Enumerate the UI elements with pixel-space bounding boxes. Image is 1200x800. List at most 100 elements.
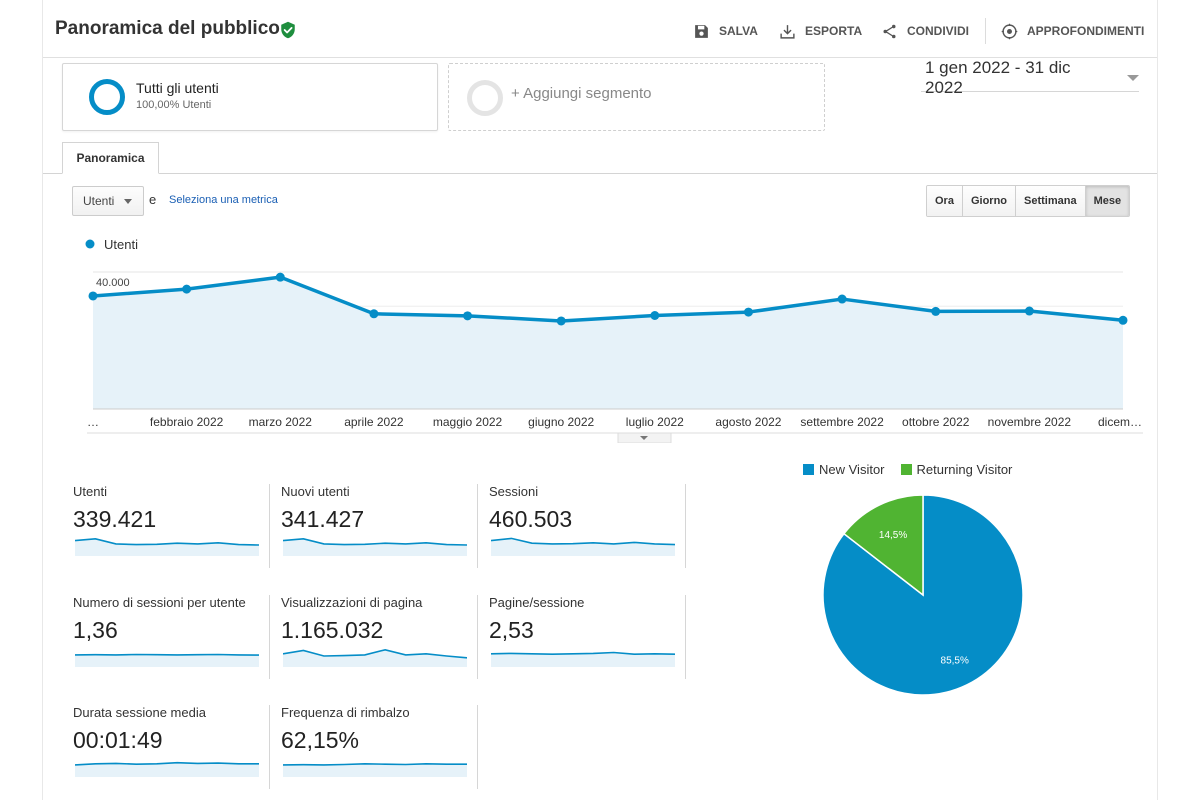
metric-select[interactable]: Utenti xyxy=(72,186,144,216)
scorecard[interactable]: Pagine/sessione 2,53 xyxy=(489,595,687,689)
scorecard-sparkline xyxy=(491,537,675,556)
users-data-point[interactable] xyxy=(275,272,285,282)
scorecard-divider xyxy=(685,595,686,679)
chevron-down-icon xyxy=(1127,74,1139,81)
scorecard[interactable]: Utenti 339.421 xyxy=(73,484,271,578)
export-label: ESPORTA xyxy=(805,24,863,38)
scorecard-label: Sessioni xyxy=(489,484,539,499)
users-data-point[interactable] xyxy=(1118,315,1128,325)
metric-conjunction: e xyxy=(149,192,157,207)
scorecard-label: Visualizzazioni di pagina xyxy=(281,595,423,610)
x-tick-label: marzo 2022 xyxy=(249,415,313,429)
scorecard-sparkline xyxy=(283,537,467,556)
y-tick-label: 40.000 xyxy=(96,277,130,289)
scorecard-sparkline xyxy=(75,537,259,556)
scorecard-value: 62,15% xyxy=(281,727,360,753)
scorecard-divider xyxy=(269,705,270,789)
pie-slice-returning-visitor[interactable] xyxy=(842,494,924,597)
insights-button[interactable]: APPROFONDIMENTI xyxy=(1001,20,1144,42)
audience-overview-panel: Panoramica del pubblico SALVA ESPORTA xyxy=(42,0,1158,800)
scorecard[interactable]: Visualizzazioni di pagina 1.165.032 xyxy=(281,595,479,689)
period-button-giorno[interactable]: Giorno xyxy=(961,186,1016,216)
users-data-point[interactable] xyxy=(182,284,192,294)
segment-ring-icon xyxy=(89,79,125,115)
legend-dot-utenti xyxy=(85,239,95,249)
users-data-point[interactable] xyxy=(837,294,847,304)
scorecard-label: Numero di sessioni per utente xyxy=(73,595,246,610)
verified-shield-icon xyxy=(281,21,295,39)
pie-legend: New Visitor Returning Visitor xyxy=(803,462,1012,477)
users-data-point[interactable] xyxy=(556,316,566,326)
insights-icon xyxy=(1001,23,1018,39)
legend-label: New Visitor xyxy=(819,462,885,477)
scorecard-value: 1.165.032 xyxy=(281,617,384,643)
date-range-picker[interactable]: 1 gen 2022 - 31 dic 2022 xyxy=(921,58,1139,97)
x-tick-label: aprile 2022 xyxy=(344,415,404,429)
users-data-point[interactable] xyxy=(931,306,941,316)
users-data-point[interactable] xyxy=(88,291,98,301)
segment-detail: 100,00% Utenti xyxy=(136,99,212,111)
scorecard-divider xyxy=(477,595,478,679)
download-icon xyxy=(780,24,795,39)
pie-slice-label: 14,5% xyxy=(879,530,907,541)
period-button-mese[interactable]: Mese xyxy=(1084,186,1130,216)
date-range-label: 1 gen 2022 - 31 dic 2022 xyxy=(925,57,1071,97)
segment-name: Tutti gli utenti xyxy=(136,80,219,96)
scorecard-divider xyxy=(685,484,686,568)
scorecard-value: 460.503 xyxy=(489,506,573,532)
users-data-point[interactable] xyxy=(650,310,660,320)
users-data-point[interactable] xyxy=(369,309,379,319)
share-button[interactable]: CONDIVIDI xyxy=(881,20,969,42)
add-segment-card[interactable]: + Aggiungi segmento xyxy=(448,63,825,131)
scorecard-divider xyxy=(477,484,478,568)
scorecard[interactable]: Sessioni 460.503 xyxy=(489,484,687,578)
export-button[interactable]: ESPORTA xyxy=(779,20,862,42)
pie-legend-item[interactable]: Returning Visitor xyxy=(900,462,1012,477)
scorecard-divider xyxy=(269,484,270,568)
period-button-ora[interactable]: Ora xyxy=(927,186,962,216)
floppy-disk-icon xyxy=(695,24,708,38)
scorecard-value: 00:01:49 xyxy=(73,727,163,753)
scorecard[interactable]: Nuovi utenti 341.427 xyxy=(281,484,479,578)
users-data-point[interactable] xyxy=(463,311,473,321)
chart-collapse-handle[interactable] xyxy=(617,432,672,443)
legend-label-utenti: Utenti xyxy=(104,237,138,252)
x-tick-label: dicem… xyxy=(1098,415,1142,429)
x-tick-label: giugno 2022 xyxy=(528,415,594,429)
tab-panoramica[interactable]: Panoramica xyxy=(62,142,159,174)
users-area-fill xyxy=(93,277,1123,409)
x-tick-label: novembre 2022 xyxy=(988,415,1072,429)
segment-card-all-users[interactable]: Tutti gli utenti 100,00% Utenti xyxy=(62,63,438,131)
scorecard-sparkline xyxy=(283,648,467,667)
x-tick-label: maggio 2022 xyxy=(433,415,503,429)
scorecard-divider xyxy=(477,705,478,789)
users-data-point[interactable] xyxy=(1024,306,1034,316)
users-data-point[interactable] xyxy=(743,307,753,317)
chevron-down-icon xyxy=(124,198,133,204)
scorecard-sparkline xyxy=(75,761,259,777)
period-button-settimana[interactable]: Settimana xyxy=(1015,186,1085,216)
scorecard-value: 1,36 xyxy=(73,617,118,643)
scorecard-sparkline xyxy=(75,653,259,667)
chevron-down-icon xyxy=(640,436,648,440)
insights-label: APPROFONDIMENTI xyxy=(1027,24,1145,38)
visitor-type-pie-chart: 85,5% 14,5% xyxy=(822,494,1024,696)
x-tick-label: ottobre 2022 xyxy=(902,415,970,429)
save-button[interactable]: SALVA xyxy=(693,20,758,42)
legend-swatch xyxy=(900,464,912,475)
scorecard[interactable]: Numero di sessioni per utente 1,36 xyxy=(73,595,271,689)
scorecard-label: Nuovi utenti xyxy=(281,484,350,499)
page-title: Panoramica del pubblico xyxy=(55,18,280,39)
scorecard-value: 341.427 xyxy=(281,506,365,532)
scorecard-sparkline xyxy=(283,762,467,777)
x-tick-label: settembre 2022 xyxy=(800,415,884,429)
scorecard-sparkline xyxy=(491,651,675,667)
scorecard[interactable]: Frequenza di rimbalzo 62,15% xyxy=(281,705,479,799)
scorecard-divider xyxy=(269,595,270,679)
scorecard[interactable]: Durata sessione media 00:01:49 xyxy=(73,705,271,799)
share-label: CONDIVIDI xyxy=(907,24,970,38)
save-label: SALVA xyxy=(719,24,758,38)
pie-legend-item[interactable]: New Visitor xyxy=(803,462,885,477)
share-icon xyxy=(883,24,896,38)
select-metric-link[interactable]: Seleziona una metrica xyxy=(169,194,278,206)
